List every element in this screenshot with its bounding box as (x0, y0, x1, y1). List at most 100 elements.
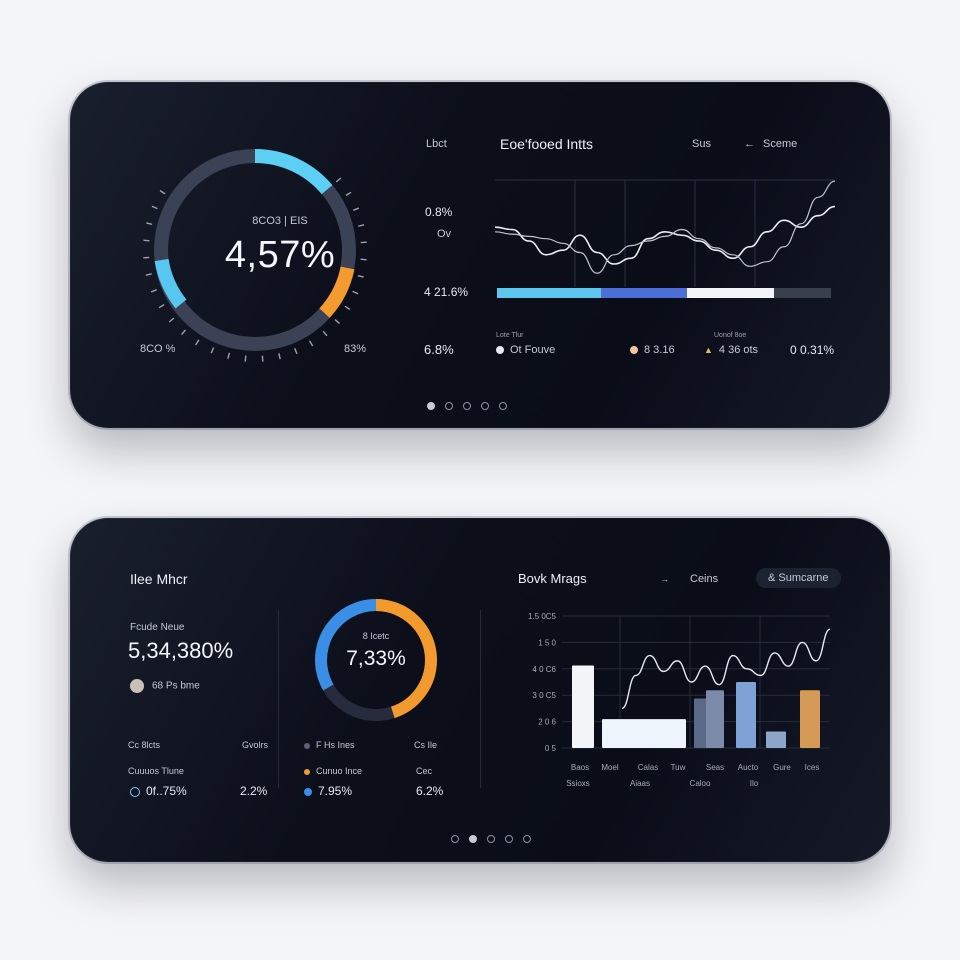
x-sub-label: Ilo (750, 779, 759, 788)
page-dot[interactable] (451, 835, 459, 843)
stat-value: 5,34,380% (128, 638, 234, 663)
legend-right-value: 0 0.31% (790, 343, 835, 357)
progress-segment-1 (497, 288, 601, 298)
clock-icon (130, 786, 140, 797)
card-title: Ilee Mhcr (130, 571, 188, 587)
table-value-1: 0f..75% (130, 784, 187, 798)
page-dot[interactable] (523, 835, 531, 843)
bar-moel (602, 719, 686, 748)
gauge-cyan-arc (254, 149, 333, 195)
gauge-tick (159, 190, 166, 195)
gauge-tick (335, 177, 342, 183)
bullet-icon (304, 742, 310, 749)
y-tick-label: 1 5 0 (538, 638, 556, 647)
bar-baos (572, 665, 594, 748)
page-dot[interactable] (499, 402, 507, 410)
chart-y-label-top: 0.8% (425, 205, 453, 219)
gauge-tick (345, 191, 352, 197)
x-tick-label: Baos (571, 763, 589, 772)
gauge-tick (151, 205, 158, 210)
line-chart-series (495, 180, 835, 274)
gauge-tick (143, 239, 150, 242)
page-dot[interactable] (427, 402, 435, 410)
line-series-1 (495, 205, 835, 265)
gauge-tick (344, 305, 351, 310)
line-chart-grid (495, 179, 835, 287)
table-sub-left: Cuuuos Tlune (128, 766, 184, 776)
legend-dot-peach (630, 346, 638, 355)
chart-top-left-label: Lbct (426, 138, 447, 150)
gauge-tick (244, 355, 247, 362)
gauge-caption: 8CO3 | EIS (252, 215, 308, 227)
blue-dot-icon (304, 787, 312, 796)
gauge-tick (227, 352, 231, 359)
gauge-tick (180, 329, 186, 335)
gauge-tick (146, 222, 153, 226)
gauge-tick (210, 347, 215, 354)
gauge-chart (143, 149, 367, 362)
gauge-right-label: 83% (344, 343, 367, 355)
pagination-dots[interactable] (446, 830, 536, 848)
stat-meta-text: 68 Ps bme (152, 680, 200, 692)
page-dot[interactable] (463, 402, 471, 410)
table-sub-right: Cec (416, 766, 433, 776)
chart-y-label-mid: 4 21.6% (424, 285, 469, 299)
gauge-tick (168, 317, 175, 323)
table-value-3-text: 7.95% (318, 784, 353, 798)
bar-aucto (736, 682, 756, 748)
x-sub-label: Caloo (690, 779, 711, 788)
table-value-1-text: 0f..75% (146, 784, 187, 798)
donut-chart (315, 599, 437, 721)
gauge-blue-arc (154, 258, 187, 309)
gauge-ticks (143, 177, 367, 362)
stat-meta: 68 Ps bme (130, 679, 200, 693)
menu-item-sus[interactable]: Sus (692, 138, 711, 150)
page-dot[interactable] (481, 402, 489, 410)
top-dashboard-card: 8CO3 | EIS 4,57% 8CO % 83% Lbct Eoe'fooe… (70, 82, 890, 428)
table-value-2: 2.2% (240, 784, 268, 798)
x-tick-label: Moel (601, 763, 619, 772)
table-header-2: Gvolrs (242, 740, 269, 750)
legend-dot-white (496, 346, 504, 355)
legend-item-0-small: Lote Tlur (496, 332, 524, 339)
table-sub-mid-label: Cunuo Ince (316, 766, 363, 776)
page-dot[interactable] (469, 835, 477, 843)
chart-title: Eoe'fooed Intts (500, 136, 593, 152)
legend-item-2-label: 4 36 ots (718, 344, 759, 356)
gauge-tick (308, 340, 314, 347)
avatar (130, 679, 144, 693)
page-dot[interactable] (505, 835, 513, 843)
summary-button[interactable]: & Sumcarne (756, 568, 841, 588)
legend-item-0-label: Ot Fouve (510, 344, 556, 356)
bar-chart-line (621, 628, 831, 710)
segmented-progress-bar (497, 288, 831, 298)
menu-item-sceme[interactable]: ← Sceme (744, 138, 797, 150)
menu-item-sceme-label: Sceme (763, 138, 798, 150)
bar-seas (706, 690, 724, 748)
gauge-tick (294, 348, 298, 355)
y-tick-label: 2 0 6 (538, 718, 556, 727)
page-dot[interactable] (445, 402, 453, 410)
gauge-tick (158, 303, 165, 309)
table-header-3-label: F Hs Ines (316, 740, 355, 750)
x-tick-label: Calas (638, 763, 658, 772)
bar-ices (800, 690, 820, 748)
y-tick-label: 1.5 0C5 (528, 612, 557, 621)
donut-orange-arc (315, 599, 437, 721)
divider (278, 610, 279, 788)
gauge-tick (360, 258, 367, 261)
gauge-left-label: 8CO % (140, 343, 176, 355)
table-value-3: 7.95% (304, 784, 352, 798)
table-header-3: F Hs Ines (304, 740, 355, 750)
legend-item-1: 8 3.16 (630, 344, 675, 356)
pagination-dots[interactable] (422, 397, 512, 415)
x-tick-label: Ices (805, 763, 820, 772)
table-value-4: 6.2% (416, 784, 444, 798)
gauge-tick (352, 290, 359, 295)
line-series-2 (495, 180, 835, 274)
menu-item-ceins[interactable]: Ceins (690, 573, 719, 585)
y-tick-label: 0 5 (545, 744, 557, 753)
page-dot[interactable] (487, 835, 495, 843)
line-chart (495, 179, 835, 287)
trend-line (621, 628, 831, 710)
